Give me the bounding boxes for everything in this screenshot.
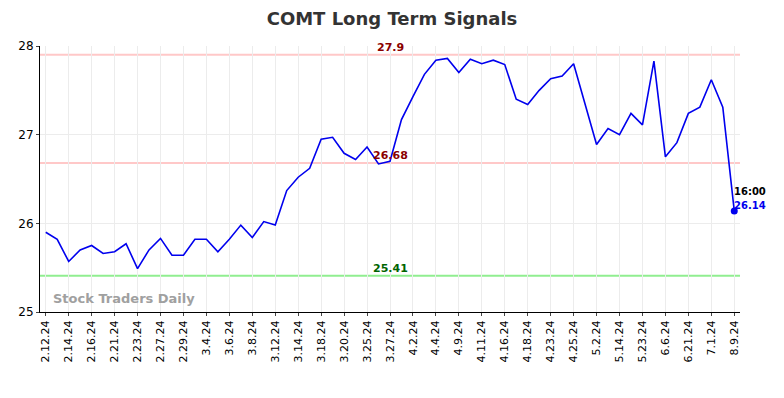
svg-text:2.27.24: 2.27.24 <box>154 320 167 362</box>
svg-text:4.11.24: 4.11.24 <box>475 320 488 362</box>
svg-text:4.4.24: 4.4.24 <box>429 320 442 355</box>
svg-text:Stock Traders Daily: Stock Traders Daily <box>53 291 195 306</box>
svg-text:5.2.24: 5.2.24 <box>590 320 603 355</box>
svg-text:7.1.24: 7.1.24 <box>705 320 718 355</box>
svg-text:3.8.24: 3.8.24 <box>246 320 259 355</box>
svg-text:3.4.24: 3.4.24 <box>200 320 213 355</box>
svg-text:2.14.24: 2.14.24 <box>62 320 75 362</box>
svg-text:4.2.24: 4.2.24 <box>407 320 420 355</box>
svg-text:COMT Long Term Signals: COMT Long Term Signals <box>267 8 518 29</box>
svg-text:2.12.24: 2.12.24 <box>39 320 52 362</box>
svg-text:3.20.24: 3.20.24 <box>338 320 351 362</box>
svg-text:5.23.24: 5.23.24 <box>636 320 649 362</box>
svg-text:6.21.24: 6.21.24 <box>682 320 695 362</box>
svg-text:4.18.24: 4.18.24 <box>521 320 534 362</box>
svg-text:26.68: 26.68 <box>373 149 408 162</box>
svg-text:26.14: 26.14 <box>734 200 766 211</box>
svg-text:3.18.24: 3.18.24 <box>315 320 328 362</box>
svg-text:3.25.24: 3.25.24 <box>361 320 374 362</box>
svg-text:6.6.24: 6.6.24 <box>659 320 672 355</box>
svg-text:4.23.24: 4.23.24 <box>544 320 557 362</box>
svg-text:2.23.24: 2.23.24 <box>131 320 144 362</box>
svg-text:28: 28 <box>18 39 33 53</box>
svg-text:2.16.24: 2.16.24 <box>85 320 98 362</box>
svg-text:27.9: 27.9 <box>377 41 404 54</box>
svg-text:4.16.24: 4.16.24 <box>498 320 511 362</box>
svg-text:16:00: 16:00 <box>734 186 766 197</box>
svg-text:3.14.24: 3.14.24 <box>292 320 305 362</box>
svg-text:25.41: 25.41 <box>373 262 408 275</box>
svg-text:4.25.24: 4.25.24 <box>567 320 580 362</box>
svg-text:3.27.24: 3.27.24 <box>384 320 397 362</box>
svg-text:26: 26 <box>18 217 33 231</box>
svg-text:2.21.24: 2.21.24 <box>108 320 121 362</box>
svg-text:2.29.24: 2.29.24 <box>177 320 190 362</box>
svg-text:8.9.24: 8.9.24 <box>728 320 741 355</box>
svg-text:3.12.24: 3.12.24 <box>269 320 282 362</box>
svg-text:4.9.24: 4.9.24 <box>452 320 465 355</box>
svg-text:27: 27 <box>18 128 33 142</box>
svg-text:3.6.24: 3.6.24 <box>223 320 236 355</box>
svg-text:25: 25 <box>18 305 33 319</box>
svg-text:5.14.24: 5.14.24 <box>613 320 626 362</box>
